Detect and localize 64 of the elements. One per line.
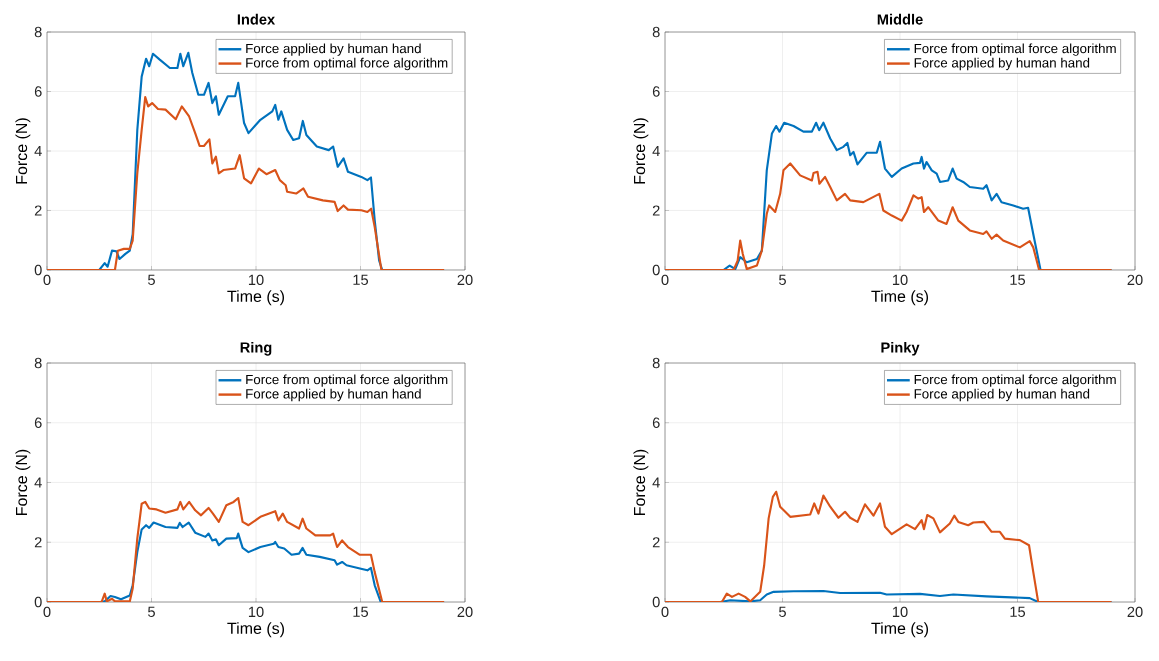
y-axis-title: Force (N) (15, 449, 31, 515)
y-tick-label: 6 (652, 86, 660, 97)
x-axis-title: Time (s) (227, 290, 285, 306)
x-tick-label: 5 (148, 274, 155, 285)
legend-label: Force from optimal force algorithm (914, 374, 1116, 387)
legend-label: Force applied by human hand (914, 57, 1090, 71)
y-tick-label: 6 (34, 86, 42, 97)
x-tick-label: 10 (892, 274, 908, 286)
x-tick-label: 5 (779, 274, 786, 285)
y-tick-label: 4 (34, 145, 42, 157)
x-tick-label: 0 (43, 606, 51, 618)
y-tick-label: 0 (652, 264, 660, 276)
y-tick-label: 8 (34, 26, 42, 38)
x-tick-label: 20 (1127, 606, 1143, 618)
y-tick-label: 0 (652, 596, 660, 608)
legend-label: Force from optimal force algorithm (914, 43, 1116, 56)
x-axis-title: Time (s) (871, 622, 929, 638)
legend-label: Force applied by human hand (246, 43, 421, 56)
legend-label: Force from optimal force algorithm (246, 374, 448, 387)
y-tick-label: 8 (34, 357, 42, 369)
y-axis-title: Force (N) (633, 449, 649, 515)
x-tick-label: 10 (248, 274, 264, 286)
x-tick-label: 5 (779, 606, 786, 617)
y-axis-title: Force (N) (15, 118, 31, 184)
y-tick-label: 0 (34, 596, 42, 608)
x-tick-label: 0 (661, 606, 669, 618)
x-axis-title: Time (s) (871, 290, 929, 306)
x-tick-label: 15 (353, 606, 369, 617)
y-tick-label: 0 (34, 264, 42, 276)
legend-label: Force applied by human hand (914, 388, 1090, 402)
x-tick-label: 5 (148, 606, 155, 617)
x-tick-label: 0 (661, 274, 669, 286)
legend-label: Force applied by human hand (246, 388, 421, 402)
y-tick-label: 2 (34, 205, 42, 216)
x-tick-label: 15 (1010, 606, 1026, 617)
line-series (47, 496, 446, 602)
x-tick-label: 20 (1127, 274, 1143, 286)
chart-title: Index (237, 13, 276, 25)
y-tick-label: 6 (652, 417, 660, 428)
x-tick-label: 20 (457, 274, 473, 286)
y-tick-label: 8 (652, 357, 660, 369)
y-tick-label: 4 (34, 477, 42, 488)
y-tick-label: 2 (652, 537, 660, 548)
y-tick-label: 2 (652, 205, 660, 216)
line-series (47, 96, 446, 270)
chart-title: Middle (877, 13, 923, 25)
y-axis-title: Force (N) (633, 118, 649, 184)
chart-title: Pinky (881, 341, 920, 356)
y-tick-label: 2 (34, 537, 42, 548)
x-tick-label: 15 (353, 274, 369, 285)
line-series (665, 490, 1113, 602)
x-tick-label: 0 (43, 274, 51, 286)
chart-title: Ring (240, 341, 272, 356)
x-tick-label: 10 (892, 606, 908, 618)
y-tick-label: 8 (652, 26, 660, 38)
y-tick-label: 4 (652, 477, 660, 488)
x-tick-label: 10 (248, 606, 264, 618)
x-axis-title: Time (s) (227, 622, 285, 638)
y-tick-label: 4 (652, 145, 660, 157)
y-tick-label: 6 (34, 417, 42, 428)
x-tick-label: 20 (457, 606, 473, 618)
x-tick-label: 15 (1010, 274, 1026, 285)
line-series (665, 162, 1113, 270)
legend-label: Force from optimal force algorithm (246, 57, 448, 71)
